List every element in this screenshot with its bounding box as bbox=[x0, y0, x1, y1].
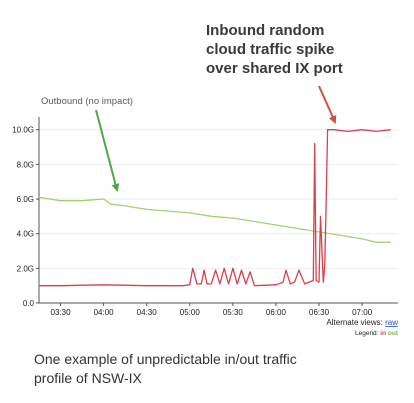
x-tick-label: 06:00 bbox=[266, 308, 287, 317]
y-tick-label: 8.0G bbox=[17, 160, 34, 169]
figure-caption: One example of unpredictable in/out traf… bbox=[34, 350, 394, 388]
y-tick-label: 10.0G bbox=[12, 126, 34, 135]
legend-out: out bbox=[388, 330, 399, 337]
x-tick-label: 05:30 bbox=[223, 308, 244, 317]
annotation-line-1: Inbound random bbox=[206, 22, 325, 39]
legend-in: in bbox=[380, 330, 386, 337]
series-in-line bbox=[39, 129, 391, 287]
series-out-line bbox=[38, 196, 391, 243]
x-tick-label: 04:30 bbox=[137, 308, 158, 317]
caption-line-2: profile of NSW-IX bbox=[34, 370, 142, 386]
x-tick-label: 04:00 bbox=[94, 308, 115, 317]
outbound-label: Outbound (no impact) bbox=[41, 96, 133, 107]
arrow-layer bbox=[95, 85, 337, 192]
x-tick-label: 06:30 bbox=[309, 308, 330, 317]
caption-line-1: One example of unpredictable in/out traf… bbox=[34, 351, 297, 367]
inbound-arrow bbox=[318, 85, 337, 124]
y-tick-label: 6.0G bbox=[17, 195, 34, 204]
legend-label: Legend: bbox=[355, 330, 379, 337]
raw-view-link[interactable]: raw bbox=[385, 318, 398, 327]
inbound-spike-annotation: Inbound random cloud traffic spike over … bbox=[206, 21, 406, 78]
x-tick-label: 05:00 bbox=[180, 308, 201, 317]
outbound-arrow bbox=[95, 109, 120, 192]
svg-text:Alternate views:: Alternate views: raw bbox=[326, 318, 398, 327]
grid-layer bbox=[39, 129, 398, 269]
x-tick-label: 03:30 bbox=[51, 308, 72, 317]
y-tick-label: 4.0G bbox=[17, 230, 34, 239]
axis-layer: 0.0 2.0G 4.0G 6.0G 8.0G 10.0G 03:30 04:00 04:30 0… bbox=[12, 117, 398, 317]
x-tick-label: 07:00 bbox=[352, 308, 373, 317]
y-tick-label: 2.0G bbox=[17, 264, 34, 273]
svg-text:Legend: in: Legend: in out bbox=[355, 330, 399, 337]
chart-footer: Alternate views: raw Legend: in out bbox=[326, 318, 398, 337]
y-tick-label: 0.0 bbox=[23, 299, 35, 308]
annotation-line-2: cloud traffic spike bbox=[206, 41, 335, 58]
annotation-line-3: over shared IX port bbox=[206, 60, 343, 77]
series-layer bbox=[38, 129, 391, 287]
alternate-views-label: Alternate views: bbox=[326, 318, 382, 327]
